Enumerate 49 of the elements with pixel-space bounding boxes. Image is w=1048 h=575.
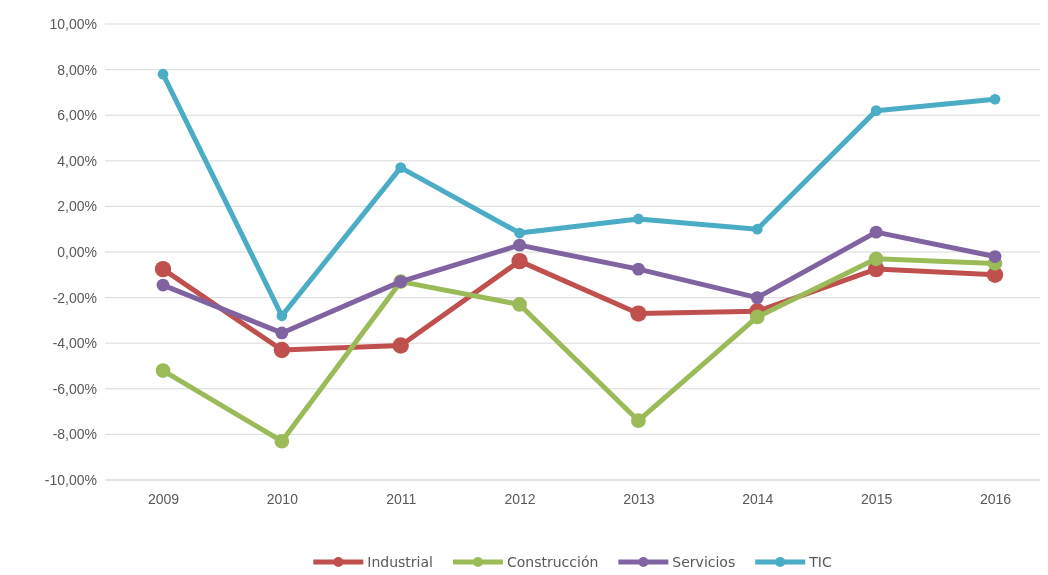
point [988, 250, 1002, 263]
point [512, 297, 527, 312]
point [275, 326, 289, 340]
legend-label: Industrial [367, 553, 433, 570]
x-tick-label: 2010 [266, 490, 299, 507]
y-tick-label: -2,00% [52, 289, 97, 306]
y-tick-label: 8,00% [57, 61, 97, 78]
y-tick-label: 0,00% [57, 243, 97, 260]
point [154, 260, 172, 278]
legend-label: Construcción [506, 553, 599, 570]
point [750, 291, 764, 305]
legend-label: TIC [808, 553, 832, 570]
x-tick-label: 2014 [742, 490, 774, 507]
point [989, 93, 1001, 105]
point [392, 337, 409, 354]
point [631, 413, 646, 429]
x-tick-label: 2012 [504, 490, 536, 507]
point [395, 162, 407, 173]
x-tick-label: 2016 [979, 490, 1012, 507]
point [870, 105, 882, 116]
y-tick-label: 2,00% [57, 198, 97, 215]
point [157, 68, 169, 80]
point [868, 251, 884, 267]
x-tick-label: 2013 [623, 490, 655, 507]
y-tick-label: -4,00% [52, 335, 97, 352]
legend-label: Servicios [672, 553, 736, 570]
point [630, 305, 647, 322]
y-tick-label: 10,00% [49, 15, 97, 32]
point [633, 213, 644, 225]
point [274, 433, 290, 449]
point [514, 227, 525, 239]
point [869, 225, 883, 239]
point [276, 310, 288, 322]
point [513, 238, 526, 252]
point [511, 252, 528, 270]
y-tick-label: -10,00% [44, 471, 97, 488]
point [751, 223, 763, 235]
x-tick-label: 2015 [861, 490, 893, 507]
point [155, 363, 171, 378]
y-tick-label: 6,00% [57, 107, 97, 124]
point [273, 341, 291, 359]
y-tick-label: 4,00% [57, 152, 97, 169]
point [749, 309, 765, 325]
x-tick-label: 2009 [147, 490, 180, 507]
point [632, 262, 645, 276]
point [156, 278, 170, 292]
x-tick-label: 2011 [386, 490, 417, 507]
y-tick-label: -6,00% [52, 380, 97, 397]
y-tick-label: -8,00% [52, 426, 97, 443]
